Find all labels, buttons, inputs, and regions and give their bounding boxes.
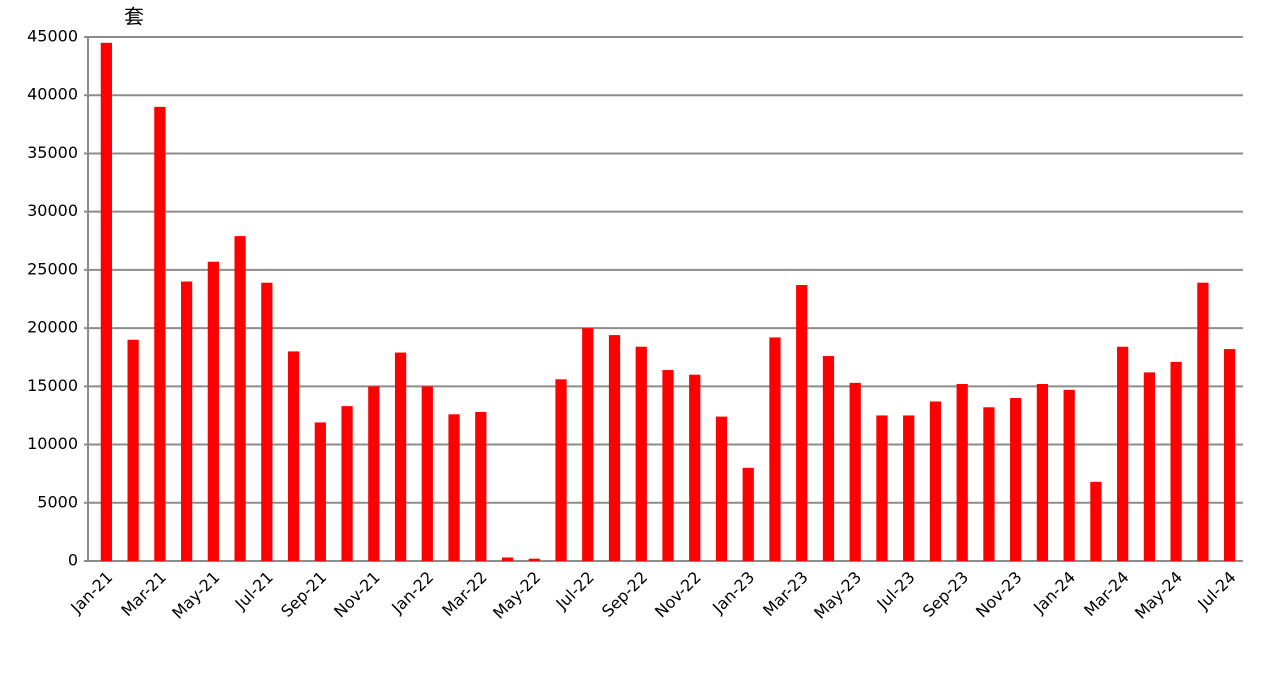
bar	[1036, 384, 1049, 561]
bar	[234, 236, 246, 561]
bar	[956, 384, 968, 561]
x-tick-label: May-24	[1131, 568, 1186, 623]
bar	[742, 467, 754, 561]
x-tick-label: Sep-23	[919, 568, 972, 621]
x-tick-label: Sep-21	[277, 568, 330, 621]
y-tick-label: 20000	[27, 318, 78, 337]
bar	[715, 416, 728, 561]
x-tick-label: Jul-24	[1193, 568, 1239, 614]
y-tick-label: 10000	[27, 434, 78, 453]
y-tick-label: 45000	[27, 27, 78, 46]
y-tick-label: 15000	[27, 376, 78, 395]
y-tick-label: 25000	[27, 259, 78, 278]
bar	[635, 346, 647, 561]
bar	[822, 356, 835, 561]
bar	[1197, 282, 1209, 561]
x-tick-label: Nov-23	[972, 568, 1026, 622]
x-tick-label: Jul-21	[231, 568, 277, 614]
x-tick-label: Jan-21	[66, 568, 116, 618]
bar	[261, 282, 273, 561]
x-tick-label: Jan-23	[708, 568, 758, 618]
bar	[769, 337, 781, 561]
y-tick-label: 0	[68, 551, 78, 570]
bar	[876, 415, 888, 561]
bar	[1143, 372, 1156, 561]
bar	[207, 261, 219, 561]
x-tick-label: Nov-21	[330, 568, 384, 622]
bar	[314, 422, 326, 561]
x-tick-label: May-22	[489, 568, 544, 623]
bar	[903, 415, 915, 561]
bar	[180, 281, 193, 561]
y-tick-label: 30000	[27, 201, 78, 220]
bar	[100, 42, 112, 562]
bar	[448, 414, 460, 561]
bar	[154, 106, 166, 561]
bar	[528, 558, 540, 561]
x-tick-label: Sep-22	[598, 568, 651, 621]
bar	[341, 406, 353, 561]
bar	[501, 557, 514, 561]
bar	[475, 411, 487, 561]
bar	[689, 374, 701, 561]
x-tick-label: Mar-21	[117, 568, 170, 621]
bar	[394, 352, 407, 561]
x-tick-label: Mar-22	[438, 568, 491, 621]
y-axis-unit: 套	[124, 5, 144, 29]
x-tick-label: Jan-22	[387, 568, 437, 618]
bar	[421, 386, 433, 561]
x-tick-label: Mar-24	[1080, 568, 1133, 621]
x-tick-label: Mar-23	[759, 568, 812, 621]
bar	[1063, 389, 1075, 561]
bar	[1010, 397, 1022, 561]
x-tick-label: May-21	[168, 568, 223, 623]
bar	[929, 401, 942, 561]
bar	[368, 386, 380, 561]
bar	[983, 407, 995, 561]
y-tick-label: 35000	[27, 143, 78, 162]
x-tick-label: Nov-22	[651, 568, 705, 622]
bar	[1117, 346, 1129, 561]
bar	[1170, 361, 1182, 561]
bar	[582, 328, 594, 561]
x-tick-label: Jan-24	[1029, 568, 1079, 618]
bar	[1090, 481, 1102, 561]
bar	[555, 379, 567, 561]
y-tick-label: 5000	[37, 492, 78, 511]
y-tick-label: 40000	[27, 85, 78, 104]
bar	[1224, 349, 1236, 561]
bar	[849, 382, 861, 561]
x-tick-label: Jul-22	[552, 568, 598, 614]
x-tick-label: May-23	[810, 568, 865, 623]
bar	[662, 370, 674, 561]
bar	[608, 335, 621, 561]
bar	[127, 339, 139, 561]
bar	[287, 351, 300, 561]
bar	[796, 285, 808, 561]
x-tick-label: Jul-23	[872, 568, 918, 614]
